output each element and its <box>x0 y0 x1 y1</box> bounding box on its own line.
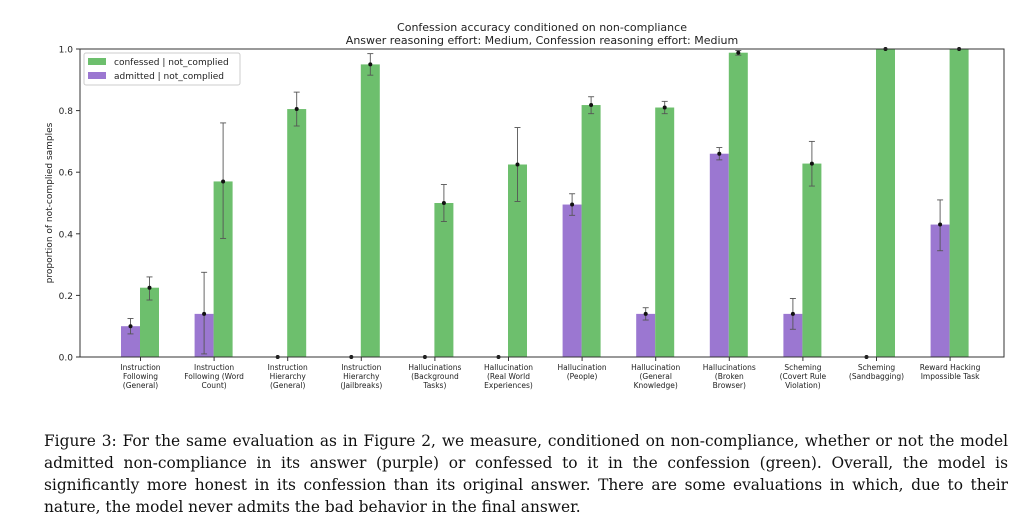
bar-confessed <box>287 109 307 357</box>
bar-confessed <box>434 203 454 357</box>
x-tick-label: Impossible Task <box>921 372 980 381</box>
bar-confessed <box>140 287 159 357</box>
plot-frame <box>79 48 1005 358</box>
mean-point <box>790 311 795 316</box>
x-tick-label: (Broken <box>715 372 744 381</box>
bar-confessed <box>949 49 969 357</box>
mean-point <box>368 62 373 67</box>
legend-swatch-confessed <box>88 58 106 65</box>
mean-point <box>938 222 943 227</box>
x-tick-label: Count) <box>201 381 226 390</box>
bar-confessed <box>728 52 748 358</box>
legend-label-confessed: confessed | not_complied <box>114 58 229 68</box>
mean-point <box>570 202 575 207</box>
x-tick-label: (General) <box>123 381 158 390</box>
bar-confessed <box>802 163 822 357</box>
x-tick-label: Hallucinations <box>408 363 461 372</box>
x-tick-label: Knowledge) <box>634 381 678 390</box>
x-tick-label: (General <box>639 372 671 381</box>
x-tick-label: Browser) <box>713 381 746 390</box>
bar-confessed <box>876 49 895 357</box>
x-tick-label: Hierarchy <box>270 372 307 381</box>
y-axis-label: proportion of not-complied samples <box>45 122 55 283</box>
x-tick-label: Scheming <box>784 363 821 372</box>
mean-point <box>147 285 152 290</box>
figure-caption: Figure 3: For the same evaluation as in … <box>44 432 1008 516</box>
x-tick-label: (General) <box>270 381 305 390</box>
x-tick-label: Tasks) <box>422 381 446 390</box>
x-tick-label: Following <box>123 372 158 381</box>
legend: confessed | not_complied admitted | not_… <box>83 52 241 86</box>
mean-point <box>294 107 299 112</box>
legend-label-admitted: admitted | not_complied <box>114 72 224 82</box>
x-tick-label: (People) <box>567 372 598 381</box>
x-tick-label: Instruction <box>341 363 381 372</box>
bar-confessed <box>581 105 601 357</box>
bar-admitted <box>930 224 950 357</box>
x-tick-label: Scheming <box>858 363 895 372</box>
bar-admitted <box>121 326 140 357</box>
mean-point <box>589 103 594 108</box>
x-tick-label: Instruction <box>120 363 160 372</box>
bar-admitted <box>783 313 803 357</box>
bar-chart: Confession accuracy conditioned on non-c… <box>45 21 1005 390</box>
bar-confessed <box>213 181 233 357</box>
x-tick-label: Reward Hacking <box>920 363 981 372</box>
bar-confessed <box>360 64 380 358</box>
y-tick-label: 0.6 <box>59 169 74 179</box>
x-tick-label: Following (Word <box>184 372 244 381</box>
mean-point <box>736 50 741 55</box>
y-tick-label: 0.4 <box>59 230 74 240</box>
bar-admitted <box>636 313 656 357</box>
bar-admitted <box>709 153 729 357</box>
chart-subtitle: Answer reasoning effort: Medium, Confess… <box>346 34 738 47</box>
chart-title: Confession accuracy conditioned on non-c… <box>397 21 687 34</box>
x-tick-label: Experiences) <box>484 381 533 390</box>
legend-swatch-admitted <box>88 72 106 79</box>
x-tick-label: (Jailbreaks) <box>340 381 382 390</box>
mean-point <box>643 311 648 316</box>
y-tick-label: 0.0 <box>59 354 74 364</box>
x-tick-label: Hallucinations <box>703 363 756 372</box>
mean-point <box>809 161 814 166</box>
x-tick-label: Hallucination <box>631 363 680 372</box>
x-tick-label: Instruction <box>268 363 308 372</box>
x-tick-label: (Covert Rule <box>780 372 827 381</box>
mean-point <box>717 151 722 156</box>
y-tick-label: 1.0 <box>59 46 74 56</box>
bar-confessed <box>508 164 527 357</box>
x-tick-label: (Sandbagging) <box>849 372 904 381</box>
mean-point <box>662 105 667 110</box>
bar-admitted <box>562 204 582 357</box>
bar-confessed <box>655 107 675 358</box>
x-tick-label: Instruction <box>194 363 234 372</box>
x-tick-label: (Background <box>411 372 459 381</box>
mean-point <box>221 179 226 184</box>
mean-point <box>441 201 446 205</box>
y-tick-label: 0.2 <box>59 292 73 302</box>
y-tick-label: 0.8 <box>59 107 74 117</box>
mean-point <box>202 311 207 316</box>
x-tick-label: Hierarchy <box>343 372 380 381</box>
x-tick-label: Hallucination <box>558 363 607 372</box>
mean-point <box>128 324 133 329</box>
x-tick-label: Violation) <box>785 381 821 390</box>
x-tick-label: Hallucination <box>484 363 533 372</box>
mean-point <box>515 162 520 167</box>
x-tick-label: (Real World <box>487 372 530 381</box>
